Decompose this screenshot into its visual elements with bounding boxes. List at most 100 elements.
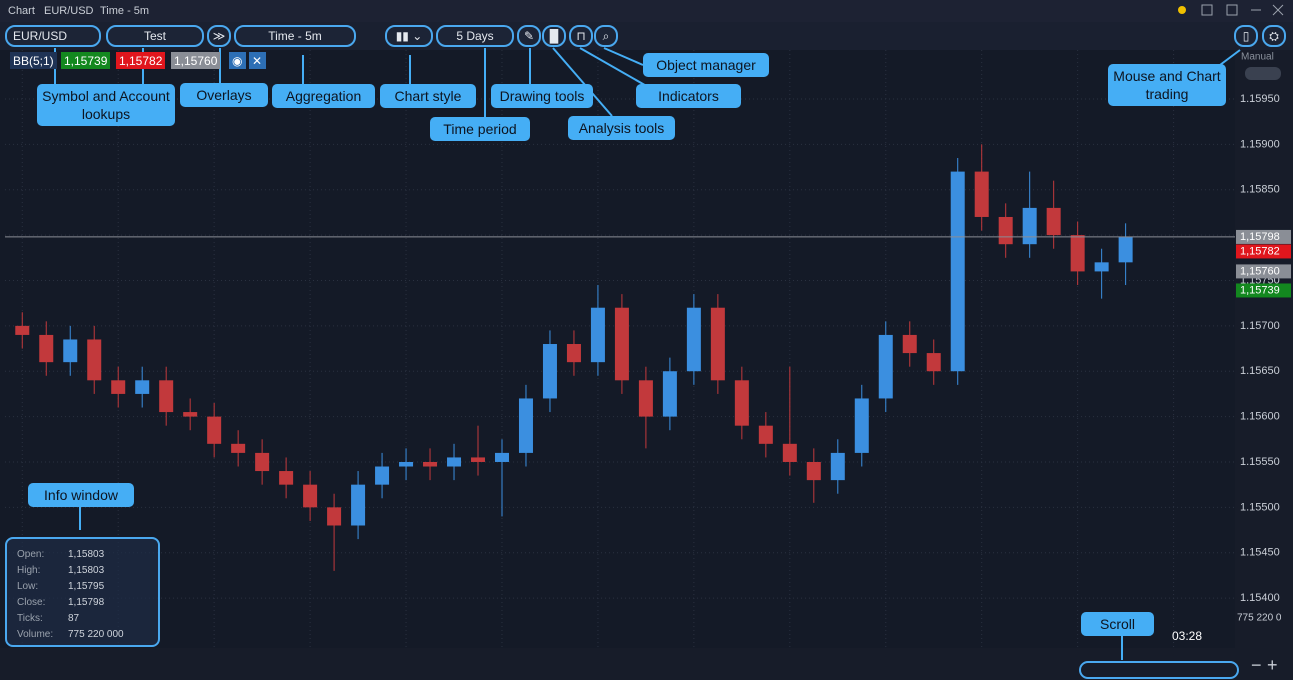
info-row: Low: 1,15795 [17,578,148,594]
aggregation-button[interactable]: Time - 5m [234,25,356,47]
callout: Aggregation [272,84,375,108]
overlay-close[interactable]: ✕ [249,52,266,69]
candle-body [183,412,198,417]
candle-body [926,353,941,372]
candle-body [63,339,78,363]
price-axis-bg [1235,50,1293,680]
candle-body [15,325,30,335]
overlay-value: 1,15739 [61,52,111,69]
price-marker [1236,283,1291,298]
candle-body [1118,236,1133,263]
candle-body [998,216,1013,245]
candle-body [902,334,917,354]
candle-body [566,344,581,363]
callout: Drawing tools [491,84,593,108]
candle-body [638,380,653,417]
callout: Analysis tools [568,116,675,140]
candle-body [950,171,965,372]
mode-toggle[interactable] [1245,67,1281,80]
candle-body [255,452,270,472]
price-marker-label: 1,15798 [1240,231,1280,243]
candle-body [590,307,605,363]
zoom-out[interactable]: − [1251,655,1262,675]
drawing-tools-button[interactable]: ✎ [517,25,541,47]
y-tick-label: 1.15600 [1240,411,1280,423]
callout: Mouse and Chart trading [1108,64,1226,106]
period-button[interactable]: 5 Days [436,25,514,47]
candle-body [351,484,366,526]
callout: Chart style [380,84,476,108]
candle-body [614,307,629,381]
candle-body [135,380,150,394]
price-marker-label: 1,15782 [1240,245,1280,257]
candle-body [447,457,462,467]
info-row: High: 1,15803 [17,562,148,578]
info-value: 1,15803 [68,564,105,576]
info-row: Ticks: 87 [17,610,148,626]
y-tick-label: 1.15450 [1240,547,1280,559]
window-controls[interactable] [1201,4,1284,16]
info-row: Volume: 775 220 000 [17,626,148,642]
info-value: 775 220 000 [68,628,124,640]
chart-trading-button[interactable]: ⛭ [1262,25,1286,47]
candle-body [686,307,701,372]
chart-style-button[interactable]: ▮▮ ⌄ [385,25,433,47]
callout: Scroll [1081,612,1154,636]
candle-body [518,398,533,453]
info-label: Ticks: [17,612,43,624]
overlay-value: 1,15782 [116,52,166,69]
title-bar [0,0,1293,22]
candle-body [159,380,174,413]
mouse-trading-button[interactable]: ▯ [1234,25,1258,47]
price-marker-label: 1,15760 [1240,265,1280,277]
candle-body [1094,262,1109,272]
callout: Info window [28,483,134,507]
analysis-tools-button[interactable]: ⊓ [569,25,593,47]
object-manager-button[interactable]: ⌕ [594,25,618,47]
overlay-value: 1,15760 [171,52,221,69]
candle-body [830,452,845,481]
scroll-bar[interactable] [1079,661,1239,679]
y-tick-label: 1.15900 [1240,138,1280,150]
candle-body [494,452,509,462]
candle-body [758,425,773,444]
info-row: Open: 1,15803 [17,546,148,562]
y-tick-label: 1.15950 [1240,93,1280,105]
candle-body [231,443,246,453]
candle-body [1070,235,1085,272]
callout: Indicators [636,84,741,108]
y-tick-label: 1.15650 [1240,365,1280,377]
candle-body [878,334,893,399]
y-tick-label: 1.15500 [1240,501,1280,513]
callout: Symbol and Account lookups [37,84,175,126]
overlays-button[interactable]: ≫ [207,25,231,47]
candle-body [734,380,749,426]
candle-body [207,416,222,444]
callout: Overlays [180,83,268,107]
info-label: Volume: [17,628,54,640]
candle-body [782,443,797,462]
candle-body [471,457,486,462]
price-marker [1236,244,1291,259]
candle-body [806,461,821,481]
zoom-in[interactable]: + [1267,655,1278,675]
window-aggregation: Time - 5m [100,5,149,17]
candle-body [279,471,294,485]
account-lookup[interactable]: Test [106,25,204,47]
candle-body [854,398,869,453]
annotation-arrows [54,47,1241,660]
symbol-lookup[interactable]: EUR/USD [5,25,101,47]
indicators-button[interactable]: ▐▌ [542,25,566,47]
info-value: 87 [68,612,80,624]
info-label: Open: [17,548,45,560]
candle-body [111,380,126,394]
info-value: 1,15795 [68,580,105,592]
candle-body [423,461,438,467]
overlay-name[interactable]: BB(5;1) [10,52,57,69]
info-label: Close: [17,596,46,608]
y-tick-label: 1.15700 [1240,320,1280,332]
overlay-visibility[interactable]: ◉ [229,52,246,69]
candle-body [1022,207,1037,245]
y-tick-label: 1.15850 [1240,184,1280,196]
